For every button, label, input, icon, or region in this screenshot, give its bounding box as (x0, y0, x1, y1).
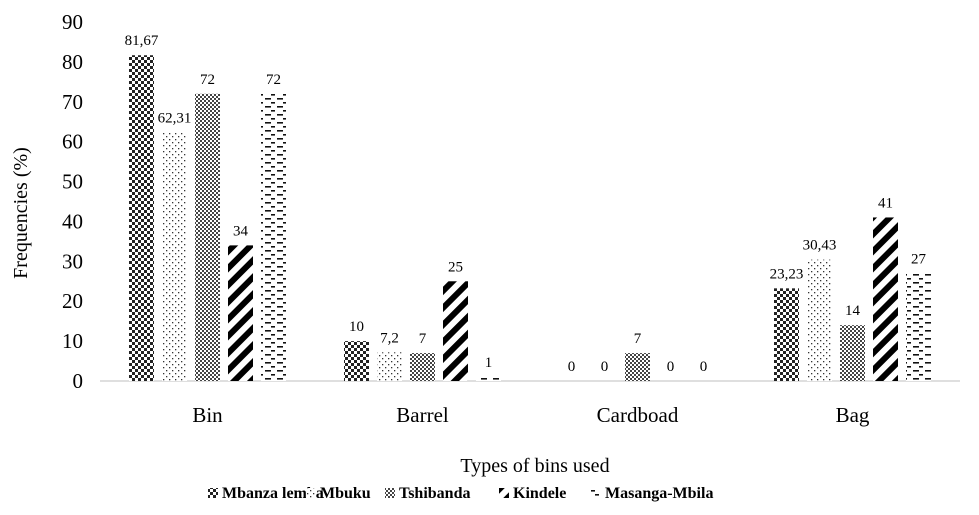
legend-item-mbuku: Mbuku (306, 485, 371, 502)
data-label-mbanza-lemba-bag: 23,23 (770, 266, 804, 282)
legend-swatch (591, 488, 601, 498)
data-label-tshibanda-barrel: 7 (419, 331, 427, 347)
data-label-masanga-mbila-cardboad: 0 (700, 359, 708, 375)
data-label-mbanza-lemba-barrel: 10 (349, 319, 364, 335)
category-label-bin: Bin (192, 403, 223, 427)
legend-swatch (385, 488, 395, 498)
data-label-tshibanda-bin: 72 (200, 72, 215, 88)
category-labels: Bin Barrel Cardboad Bag (192, 403, 870, 427)
legend-label: Mbanza lemba (222, 485, 324, 502)
legend-item-tshibanda: Tshibanda (385, 485, 470, 502)
data-label-tshibanda-bag: 14 (845, 303, 861, 319)
data-label-mbuku-bag: 30,43 (803, 238, 837, 254)
bar-mbanza-lemba-bin (129, 55, 154, 381)
data-label-tshibanda-cardboad: 7 (634, 331, 642, 347)
y-tick-label: 20 (62, 289, 83, 313)
y-tick-label: 90 (62, 10, 83, 34)
y-axis-ticks: 0 10 20 30 40 50 60 70 80 90 (62, 10, 83, 393)
legend-label: Tshibanda (399, 485, 470, 502)
legend-swatch (208, 488, 218, 498)
legend-label: Mbuku (320, 485, 371, 502)
data-label-masanga-mbila-bin: 72 (266, 72, 281, 88)
bar-masanga-mbila-bin (261, 93, 286, 382)
bar-kindele-bag (873, 217, 898, 381)
legend-item-mbanza-lemba: Mbanza lemba (208, 485, 324, 502)
data-label-kindele-bag: 41 (878, 195, 893, 211)
x-axis-title: Types of bins used (460, 455, 609, 477)
bar-kindele-bin (228, 245, 253, 381)
bar-masanga-mbila-barrel (476, 377, 501, 381)
legend-swatch (499, 488, 509, 498)
data-label-mbanza-lemba-bin: 81,67 (125, 33, 159, 49)
data-label-mbuku-bin: 62,31 (158, 110, 192, 126)
data-label-mbanza-lemba-cardboad: 0 (568, 359, 576, 375)
bar-masanga-mbila-bag (906, 273, 931, 381)
legend-item-kindele: Kindele (499, 485, 566, 502)
data-label-mbuku-cardboad: 0 (601, 359, 609, 375)
y-axis-title: Frequencies (%) (10, 147, 32, 279)
data-label-mbuku-barrel: 7,2 (380, 330, 399, 346)
category-label-barrel: Barrel (396, 403, 449, 427)
data-label-kindele-bin: 34 (233, 223, 249, 239)
category-label-bag: Bag (836, 403, 870, 427)
y-tick-label: 40 (62, 209, 83, 233)
bar-tshibanda-cardboad (625, 353, 650, 381)
bar-tshibanda-bag (840, 325, 865, 381)
data-label-kindele-cardboad: 0 (667, 359, 675, 375)
y-tick-label: 80 (62, 50, 83, 74)
y-tick-label: 30 (62, 249, 83, 273)
bar-tshibanda-bin (195, 93, 220, 382)
y-tick-label: 60 (62, 130, 83, 154)
bar-mbanza-lemba-barrel (344, 341, 369, 381)
bar-mbuku-bag (807, 259, 832, 381)
bar-kindele-barrel (443, 281, 468, 381)
category-label-cardboad: Cardboad (597, 403, 679, 427)
legend-label: Kindele (513, 485, 566, 502)
bar-tshibanda-barrel (410, 353, 435, 381)
data-label-masanga-mbila-bag: 27 (911, 251, 927, 267)
bars (129, 55, 931, 382)
y-tick-label: 70 (62, 90, 83, 114)
y-tick-label: 10 (62, 329, 83, 353)
data-label-kindele-barrel: 25 (448, 259, 463, 275)
bar-mbanza-lemba-bag (774, 288, 799, 381)
legend-label: Masanga-Mbila (605, 485, 713, 502)
y-tick-label: 0 (73, 369, 84, 393)
bar-mbuku-bin (162, 132, 187, 381)
data-label-masanga-mbila-barrel: 1 (485, 355, 493, 371)
legend-swatch (306, 488, 316, 498)
legend-item-masanga-mbila: Masanga-Mbila (591, 485, 713, 502)
y-tick-label: 50 (62, 170, 83, 194)
bar-mbuku-barrel (377, 352, 402, 381)
